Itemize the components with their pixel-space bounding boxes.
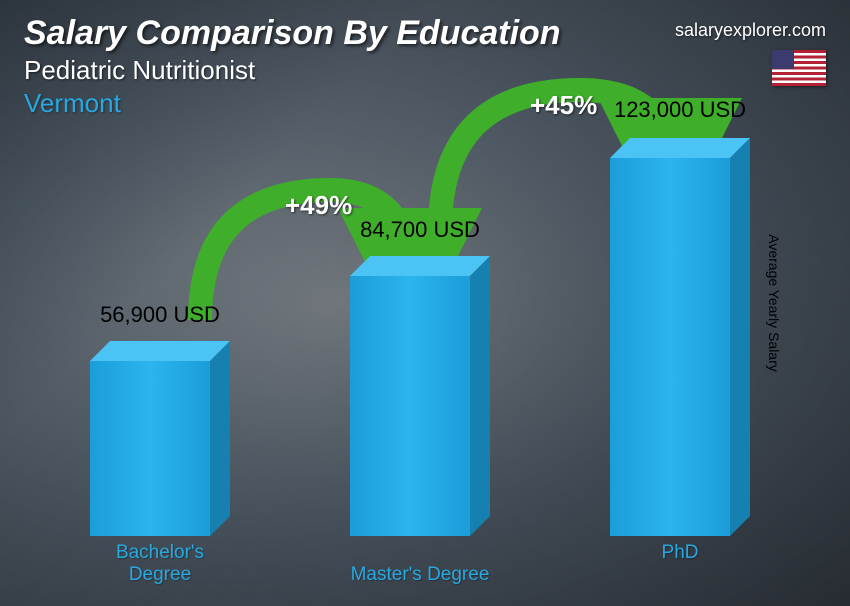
bar-value: 84,700 USD [320,217,520,243]
watermark-text: salaryexplorer.com [675,20,826,41]
bar-label: PhD [610,542,750,564]
bar-value: 123,000 USD [580,97,780,123]
flag-icon [772,50,826,86]
bar-label: Bachelor's Degree [90,542,230,586]
bar-label: Master's Degree [350,564,490,586]
bar-value: 56,900 USD [60,302,260,328]
bar-chart: +49% +45% 56,900 USD Bachelor's Degree 8… [60,140,790,586]
